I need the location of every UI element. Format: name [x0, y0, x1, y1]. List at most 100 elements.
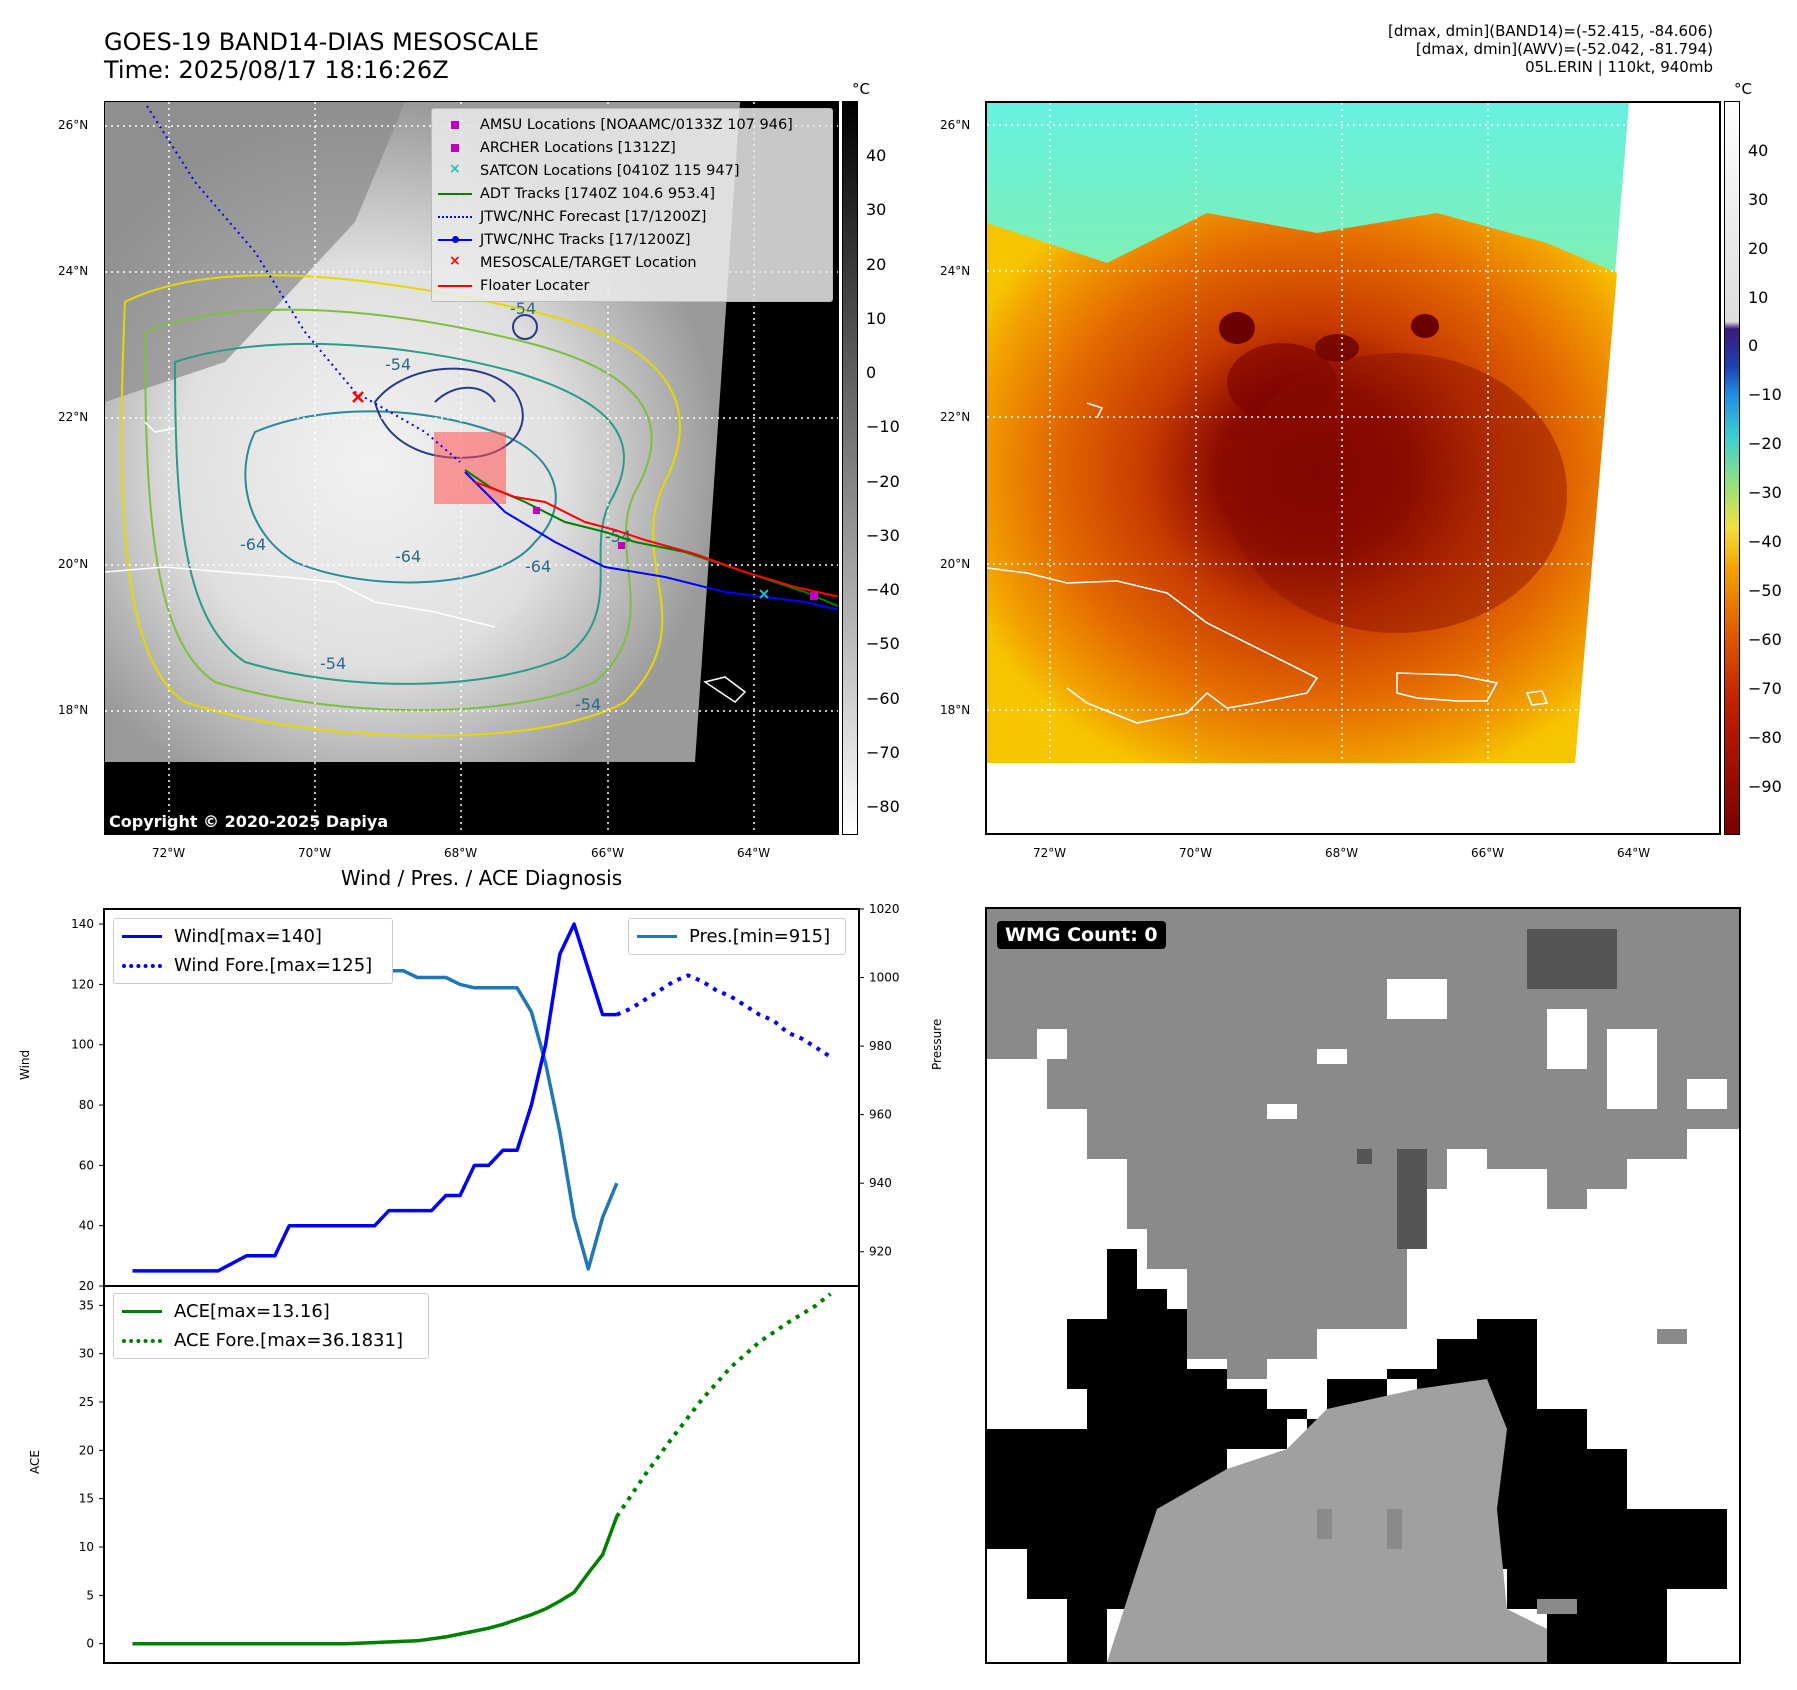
ace-ylabel: ACE: [28, 1450, 42, 1474]
band14-map-panel: -54 -54 -54 -64 -64 -64 -54 -54 Copyrigh…: [104, 101, 839, 835]
cb-tick: −50: [1748, 581, 1782, 600]
legend-label: MESOSCALE/TARGET Location: [480, 254, 697, 271]
contour-label: -54: [575, 695, 601, 714]
legend-item-wind-forecast: Wind Fore.[max=125]: [122, 951, 384, 980]
legend-label: JTWC/NHC Forecast [17/1200Z]: [480, 208, 707, 225]
cross-icon: ×: [449, 252, 461, 269]
line-icon: [122, 1310, 162, 1313]
lat-tick: 18°N: [58, 703, 89, 717]
cb-tick: −50: [866, 634, 900, 653]
info-line-1: [dmax, dmin](BAND14)=(-52.415, -84.606): [1388, 22, 1713, 40]
contour-label: -54: [510, 299, 536, 318]
contour-label: -64: [525, 557, 551, 576]
cb-tick: −60: [866, 689, 900, 708]
dotted-line-icon: [122, 1338, 162, 1343]
y-tick-label: 60: [79, 1158, 94, 1172]
lat-tick: 22°N: [58, 410, 89, 424]
line-icon: [637, 935, 677, 938]
cb-tick: −60: [1748, 630, 1782, 649]
lat-tick: 26°N: [58, 118, 89, 132]
square-icon: [438, 118, 472, 132]
legend-item-tracks: JTWC/NHC Tracks [17/1200Z]: [438, 228, 826, 251]
lon-tick: 66°W: [591, 846, 625, 860]
target-marker: [352, 391, 364, 403]
line-icon: [122, 935, 162, 938]
satcon-marker: [759, 589, 769, 599]
y-tick-label: 20: [79, 1279, 94, 1293]
legend-label: ACE[max=13.16]: [174, 1301, 330, 1322]
legend-item-ace-forecast: ACE Fore.[max=36.1831]: [122, 1326, 420, 1355]
cb-tick: −20: [1748, 434, 1782, 453]
lat-tick: 20°N: [58, 557, 89, 571]
lon-tick: 68°W: [444, 846, 478, 860]
cb-tick: −10: [1748, 385, 1782, 404]
wind-ylabel: Wind: [18, 1049, 32, 1080]
gray-colorbar-unit: °C: [852, 80, 870, 98]
legend-label: Pres.[min=915]: [689, 926, 831, 947]
wind-line: [132, 922, 617, 1273]
legend-item-ace: ACE[max=13.16]: [122, 1297, 420, 1326]
cb-tick: −30: [866, 526, 900, 545]
y2-tick-label: 1000: [869, 971, 900, 985]
lon-tick: 72°W: [152, 846, 186, 860]
wind-forecast-line: [616, 973, 832, 1059]
legend-item-archer: ARCHER Locations [1312Z]: [438, 136, 826, 159]
cb-tick: −80: [1748, 728, 1782, 747]
floater-box: [434, 432, 506, 504]
y-tick-label: 120: [71, 977, 94, 991]
cb-tick: 0: [1748, 336, 1759, 355]
lat-tick: 24°N: [58, 264, 89, 278]
color-colorbar: [1724, 101, 1740, 835]
cb-tick: −70: [1748, 679, 1782, 698]
cb-tick: 30: [1748, 190, 1769, 209]
pressure-legend: Pres.[min=915]: [628, 918, 846, 955]
legend-item-amsu: AMSU Locations [NOAAMC/0133Z 107 946]: [438, 113, 826, 136]
contour-label: -54: [385, 355, 411, 374]
legend-label: ACE Fore.[max=36.1831]: [174, 1330, 403, 1351]
cb-tick: −40: [866, 580, 900, 599]
y2-tick-label: 980: [869, 1039, 892, 1053]
amsu-marker-east: [810, 592, 818, 600]
ace-legend: ACE[max=13.16] ACE Fore.[max=36.1831]: [113, 1293, 429, 1359]
legend-label: ARCHER Locations [1312Z]: [480, 139, 676, 156]
ace-forecast-line: [615, 1292, 832, 1518]
y-tick-label: 80: [79, 1098, 94, 1112]
gray-colorbar: [842, 101, 858, 835]
y2-tick-label: 920: [869, 1245, 892, 1259]
cb-tick: −10: [866, 417, 900, 436]
lat-tick: 26°N: [940, 118, 971, 132]
y-tick-label: 25: [79, 1395, 94, 1409]
y-tick-label: 15: [79, 1492, 94, 1506]
floater-track: [474, 481, 838, 598]
legend-item-wind: Wind[max=140]: [122, 922, 384, 951]
y-tick-label: 5: [86, 1588, 94, 1602]
y-tick-label: 20: [79, 1443, 94, 1457]
y2-tick-label: 940: [869, 1176, 892, 1190]
cb-tick: −40: [1748, 532, 1782, 551]
wmg-grid-image: [987, 909, 1739, 1662]
lon-tick: 70°W: [1179, 846, 1213, 860]
cb-tick: −20: [866, 472, 900, 491]
y-tick-label: 40: [79, 1219, 94, 1233]
map-legend: AMSU Locations [NOAAMC/0133Z 107 946] AR…: [431, 108, 833, 302]
title-line-1: GOES-19 BAND14-DIAS MESOSCALE: [104, 28, 540, 56]
ace-line: [132, 1515, 619, 1646]
color-colorbar-unit: °C: [1734, 80, 1752, 98]
contour-label: -54: [320, 654, 346, 673]
lon-tick: 68°W: [1325, 846, 1359, 860]
cb-tick: −30: [1748, 483, 1782, 502]
amsu-marker: [533, 507, 540, 514]
contour-label: -64: [395, 547, 421, 566]
cb-tick: 40: [866, 146, 887, 165]
line-icon: [438, 279, 472, 293]
line-icon: [438, 187, 472, 201]
lon-tick: 64°W: [737, 846, 771, 860]
info-line-2: [dmax, dmin](AWV)=(-52.042, -81.794): [1415, 40, 1713, 58]
diag-title: Wind / Pres. / ACE Diagnosis: [340, 866, 623, 890]
storm-info: [dmax, dmin](BAND14)=(-52.415, -84.606) …: [1388, 22, 1713, 76]
legend-item-satcon: × SATCON Locations [0410Z 115 947]: [438, 159, 826, 182]
archer-marker: [618, 542, 625, 549]
cb-tick: 0: [866, 363, 877, 382]
legend-item-adt: ADT Tracks [1740Z 104.6 953.4]: [438, 182, 826, 205]
